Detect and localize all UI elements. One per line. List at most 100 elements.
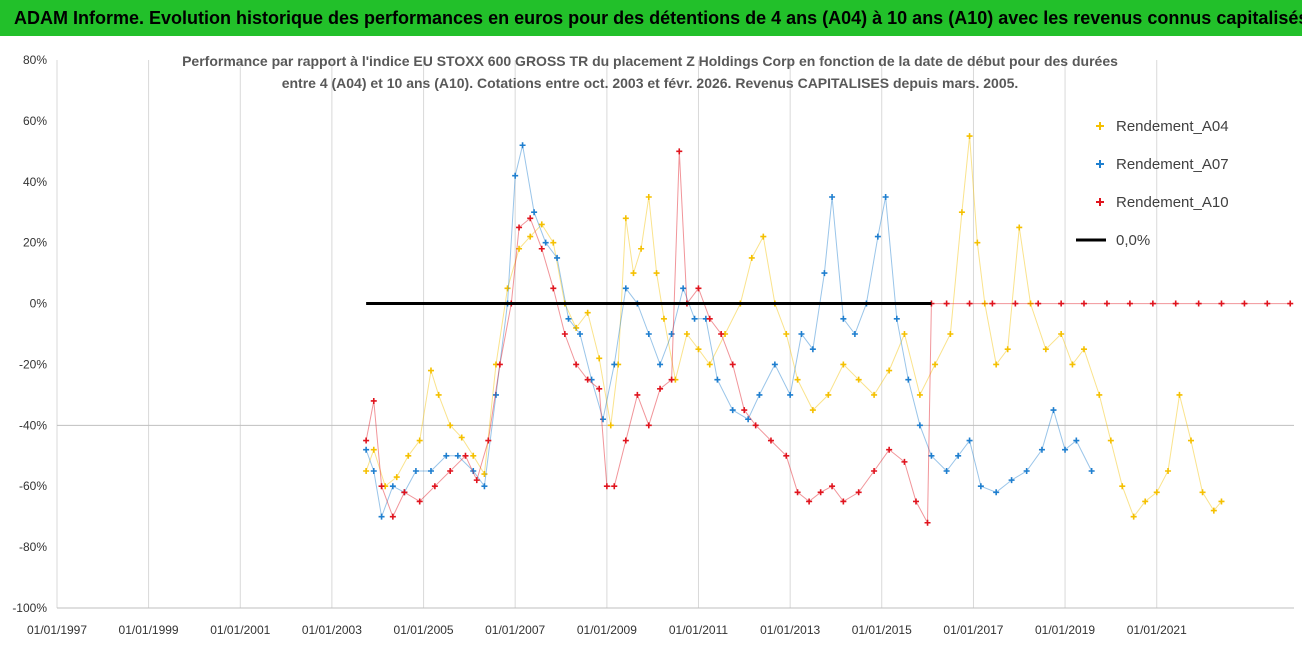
- data-point: [1080, 346, 1087, 353]
- data-point: [943, 300, 950, 307]
- data-point: [378, 513, 385, 520]
- data-point: [462, 452, 469, 459]
- data-point: [657, 361, 664, 368]
- data-point: [913, 498, 919, 505]
- data-point: [516, 245, 523, 252]
- data-point: [596, 355, 603, 362]
- data-point: [1062, 446, 1069, 453]
- data-point: [955, 452, 962, 459]
- data-point: [706, 361, 713, 368]
- legend-label: Rendement_A07: [1116, 156, 1229, 173]
- data-point: [893, 315, 900, 322]
- data-point: [458, 434, 465, 441]
- data-point: [806, 498, 813, 505]
- x-tick-label: 01/01/1997: [27, 623, 87, 637]
- chart-subtitle: entre 4 (A04) et 10 ans (A10). Cotations…: [282, 75, 1019, 91]
- data-point: [886, 446, 893, 453]
- data-point: [966, 133, 973, 140]
- data-point: [573, 361, 580, 368]
- data-point: [512, 172, 519, 179]
- data-point: [756, 391, 763, 398]
- data-point: [745, 416, 752, 423]
- data-point: [630, 270, 637, 277]
- data-point: [1023, 468, 1030, 474]
- data-point: [405, 452, 412, 459]
- data-point: [928, 452, 935, 459]
- data-point: [416, 498, 423, 505]
- data-point: [561, 331, 568, 337]
- data-point: [1073, 437, 1080, 444]
- data-point: [1142, 498, 1149, 505]
- legend-swatch: [1096, 160, 1104, 168]
- data-point: [924, 519, 931, 526]
- data-point: [573, 324, 580, 331]
- data-point: [871, 468, 878, 474]
- y-tick-label: -40%: [19, 418, 47, 432]
- x-tick-label: 01/01/2021: [1127, 623, 1187, 637]
- data-point: [1008, 477, 1015, 484]
- data-point: [809, 407, 816, 414]
- data-point: [993, 361, 1000, 368]
- data-point: [542, 239, 549, 246]
- data-point: [825, 391, 832, 398]
- data-point: [447, 468, 454, 474]
- y-tick-label: -100%: [12, 601, 47, 615]
- data-point: [447, 422, 454, 429]
- data-point: [1188, 437, 1194, 444]
- data-point: [363, 446, 370, 453]
- data-point: [1050, 407, 1057, 414]
- data-point: [798, 331, 805, 337]
- data-point: [427, 468, 434, 474]
- data-point: [729, 361, 736, 368]
- y-tick-label: 0%: [30, 297, 48, 311]
- data-point: [1126, 300, 1133, 307]
- data-point: [389, 513, 396, 520]
- legend-swatch: [1096, 198, 1104, 206]
- data-point: [993, 489, 1000, 496]
- x-tick-label: 01/01/2015: [852, 623, 912, 637]
- data-point: [794, 489, 801, 496]
- data-point: [760, 233, 767, 240]
- data-point: [401, 489, 408, 496]
- data-point: [783, 331, 790, 337]
- data-point: [454, 452, 461, 459]
- data-point: [851, 331, 858, 337]
- data-point: [611, 361, 618, 368]
- data-point: [977, 483, 984, 490]
- data-point: [1130, 513, 1137, 520]
- data-point: [767, 437, 774, 444]
- data-point: [1080, 300, 1087, 307]
- x-tick-label: 01/01/2003: [302, 623, 362, 637]
- data-point: [538, 221, 545, 228]
- x-tick-label: 01/01/2007: [485, 623, 545, 637]
- data-point: [840, 361, 847, 368]
- x-tick-label: 01/01/2009: [577, 623, 637, 637]
- chart-subtitle: Performance par rapport à l'indice EU ST…: [182, 53, 1118, 69]
- data-point: [470, 468, 477, 474]
- y-tick-label: 40%: [23, 175, 47, 189]
- data-point: [577, 331, 584, 337]
- x-tick-label: 01/01/2005: [394, 623, 454, 637]
- data-point: [599, 416, 606, 423]
- data-point: [370, 468, 377, 474]
- y-tick-label: -80%: [19, 540, 47, 554]
- data-point: [680, 285, 687, 292]
- data-point: [886, 367, 893, 374]
- data-point: [554, 254, 561, 261]
- data-point: [691, 315, 698, 322]
- x-tick-label: 01/01/1999: [119, 623, 179, 637]
- data-point: [481, 483, 488, 490]
- data-point: [473, 477, 480, 484]
- data-point: [1058, 331, 1065, 337]
- data-point: [645, 331, 652, 337]
- data-point: [706, 315, 713, 322]
- data-point: [1199, 489, 1206, 496]
- data-point: [840, 315, 847, 322]
- data-point: [966, 300, 973, 307]
- data-point: [905, 376, 912, 383]
- data-point: [370, 397, 377, 404]
- data-point: [829, 194, 836, 200]
- data-point: [638, 245, 645, 252]
- y-tick-label: -60%: [19, 479, 47, 493]
